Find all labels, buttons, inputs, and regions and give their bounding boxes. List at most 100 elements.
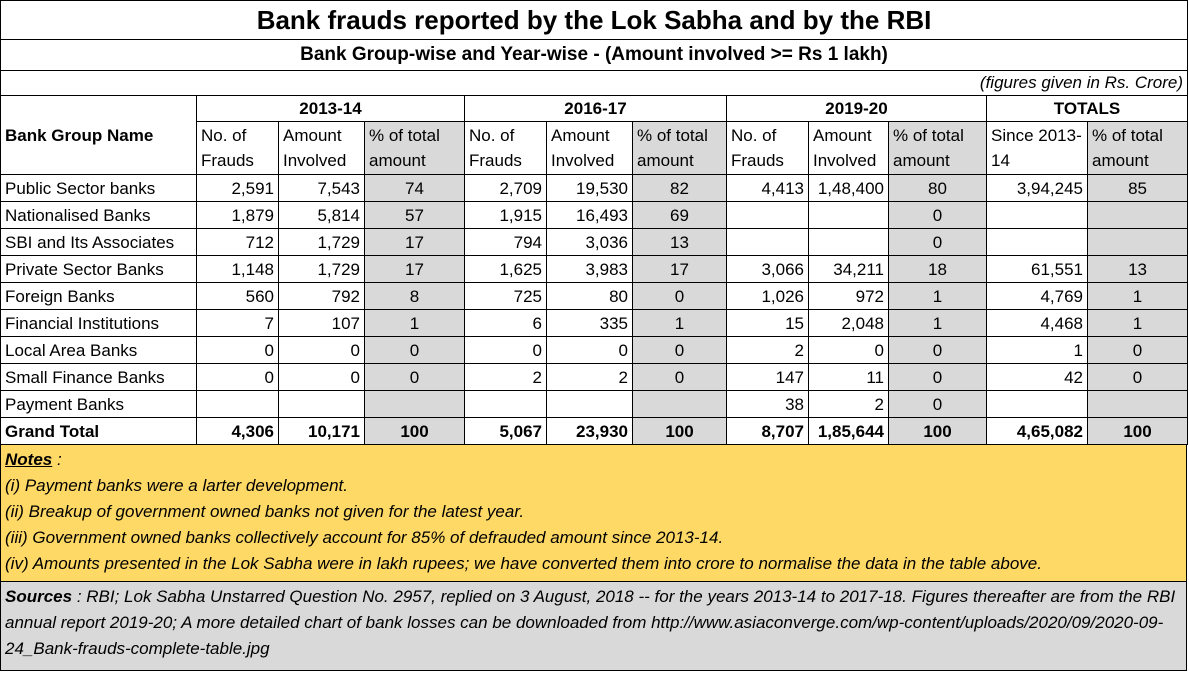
value-cell: 972 bbox=[808, 282, 889, 310]
note-item: (iii) Government owned banks collectivel… bbox=[5, 528, 724, 547]
value-cell: 1,026 bbox=[726, 282, 809, 310]
table-subtitle: Bank Group-wise and Year-wise - (Amount … bbox=[0, 39, 1189, 71]
bank-group-cell: Grand Total bbox=[0, 417, 197, 445]
notes-heading: Notes bbox=[5, 450, 53, 469]
table-row: Financial Institutions 7 107 1 6 335 1 15 2,048 1… bbox=[0, 309, 1189, 337]
value-cell: 4,769 bbox=[986, 282, 1088, 310]
pct-cell: 17 bbox=[364, 228, 465, 256]
pct-cell bbox=[1086, 228, 1189, 256]
pct-header: % of total amount bbox=[632, 121, 727, 175]
value-cell: 2,048 bbox=[808, 309, 889, 337]
value-cell: 7 bbox=[196, 309, 279, 337]
value-cell bbox=[986, 390, 1088, 418]
table-row: Small Finance Banks 0 0 0 2 2 0 147 11 0 42 0 bbox=[0, 363, 1189, 391]
value-cell: 1,85,644 bbox=[808, 417, 889, 445]
table-body: Public Sector banks 2,591 7,543 74 2,709 19,5… bbox=[0, 174, 1189, 445]
bank-group-header: Bank Group Name bbox=[0, 95, 197, 175]
value-cell: 10,171 bbox=[278, 417, 365, 445]
note-item: (iv) Amounts presented in the Lok Sabha … bbox=[5, 554, 1042, 573]
bank-group-cell: Payment Banks bbox=[0, 390, 197, 418]
pct-cell: 69 bbox=[632, 201, 727, 229]
value-cell bbox=[808, 228, 889, 256]
value-cell bbox=[278, 390, 365, 418]
value-cell: 147 bbox=[726, 363, 809, 391]
table-title: Bank frauds reported by the Lok Sabha an… bbox=[0, 0, 1189, 40]
bank-group-cell: SBI and Its Associates bbox=[0, 228, 197, 256]
value-cell: 0 bbox=[464, 336, 547, 364]
value-cell: 61,551 bbox=[986, 255, 1088, 283]
amount-header: Amount Involved bbox=[808, 121, 889, 175]
value-cell: 2 bbox=[546, 363, 633, 391]
pct-cell: 0 bbox=[632, 363, 727, 391]
frauds-header: No. of Frauds bbox=[726, 121, 809, 175]
value-cell: 335 bbox=[546, 309, 633, 337]
value-cell: 4,306 bbox=[196, 417, 279, 445]
value-cell bbox=[726, 228, 809, 256]
pct-cell: 100 bbox=[1086, 417, 1189, 445]
pct-cell: 18 bbox=[888, 255, 987, 283]
bank-group-cell: Nationalised Banks bbox=[0, 201, 197, 229]
pct-cell: 0 bbox=[888, 363, 987, 391]
value-cell: 3,94,245 bbox=[986, 174, 1088, 202]
pct-cell: 13 bbox=[1086, 255, 1189, 283]
value-cell bbox=[986, 201, 1088, 229]
pct-cell: 17 bbox=[632, 255, 727, 283]
value-cell: 2 bbox=[808, 390, 889, 418]
value-cell: 16,493 bbox=[546, 201, 633, 229]
pct-cell: 0 bbox=[632, 282, 727, 310]
notes-section: Notes : (i) Payment banks were a larter … bbox=[0, 445, 1187, 582]
year-header: 2019-20 bbox=[726, 95, 987, 122]
pct-cell: 1 bbox=[888, 282, 987, 310]
value-cell: 15 bbox=[726, 309, 809, 337]
sources-heading: Sources bbox=[5, 587, 73, 606]
value-cell: 42 bbox=[986, 363, 1088, 391]
value-cell: 2,709 bbox=[464, 174, 547, 202]
value-cell: 0 bbox=[196, 336, 279, 364]
frauds-header: No. of Frauds bbox=[196, 121, 279, 175]
pct-cell: 100 bbox=[632, 417, 727, 445]
value-cell: 1,148 bbox=[196, 255, 279, 283]
pct-cell: 0 bbox=[888, 201, 987, 229]
grand-total-row: Grand Total 4,306 10,171 100 5,067 23,930 100 8… bbox=[0, 417, 1189, 445]
value-cell: 38 bbox=[726, 390, 809, 418]
pct-cell: 1 bbox=[364, 309, 465, 337]
year-header: 2013-14 bbox=[196, 95, 465, 122]
table-row: Payment Banks 38 2 0 bbox=[0, 390, 1189, 418]
value-cell bbox=[808, 201, 889, 229]
pct-cell: 0 bbox=[632, 336, 727, 364]
value-cell: 19,530 bbox=[546, 174, 633, 202]
value-cell: 2 bbox=[464, 363, 547, 391]
pct-cell: 57 bbox=[364, 201, 465, 229]
pct-total-header: % of total amount bbox=[1086, 121, 1189, 175]
pct-cell: 0 bbox=[888, 390, 987, 418]
pct-cell: 1 bbox=[1086, 309, 1189, 337]
value-cell: 4,468 bbox=[986, 309, 1088, 337]
pct-cell: 1 bbox=[888, 309, 987, 337]
value-cell: 1,48,400 bbox=[808, 174, 889, 202]
value-cell bbox=[726, 201, 809, 229]
notes-colon: : bbox=[52, 450, 62, 469]
pct-cell: 1 bbox=[632, 309, 727, 337]
pct-cell: 17 bbox=[364, 255, 465, 283]
pct-cell: 0 bbox=[888, 336, 987, 364]
notes-heading-line: Notes : bbox=[5, 447, 1182, 473]
pct-cell: 0 bbox=[1086, 363, 1189, 391]
value-cell: 3,983 bbox=[546, 255, 633, 283]
value-cell: 11 bbox=[808, 363, 889, 391]
value-cell: 34,211 bbox=[808, 255, 889, 283]
table-row: Local Area Banks 0 0 0 0 0 0 2 0 0 1 0 bbox=[0, 336, 1189, 364]
value-cell: 2 bbox=[726, 336, 809, 364]
units-note: (figures given in Rs. Crore) bbox=[0, 70, 1189, 96]
pct-cell bbox=[632, 390, 727, 418]
column-header-row: No. of Frauds Amount Involved% of total a… bbox=[1, 121, 1189, 175]
since-header: Since 2013-14 bbox=[986, 121, 1088, 175]
value-cell bbox=[196, 390, 279, 418]
table-row: Private Sector Banks 1,148 1,729 17 1,625 3,9… bbox=[0, 255, 1189, 283]
value-cell: 23,930 bbox=[546, 417, 633, 445]
note-item: (ii) Breakup of government owned banks n… bbox=[5, 502, 525, 521]
table-row: Public Sector banks 2,591 7,543 74 2,709 19,5… bbox=[0, 174, 1189, 202]
bank-group-cell: Public Sector banks bbox=[0, 174, 197, 202]
amount-header: Amount Involved bbox=[546, 121, 633, 175]
pct-cell: 13 bbox=[632, 228, 727, 256]
